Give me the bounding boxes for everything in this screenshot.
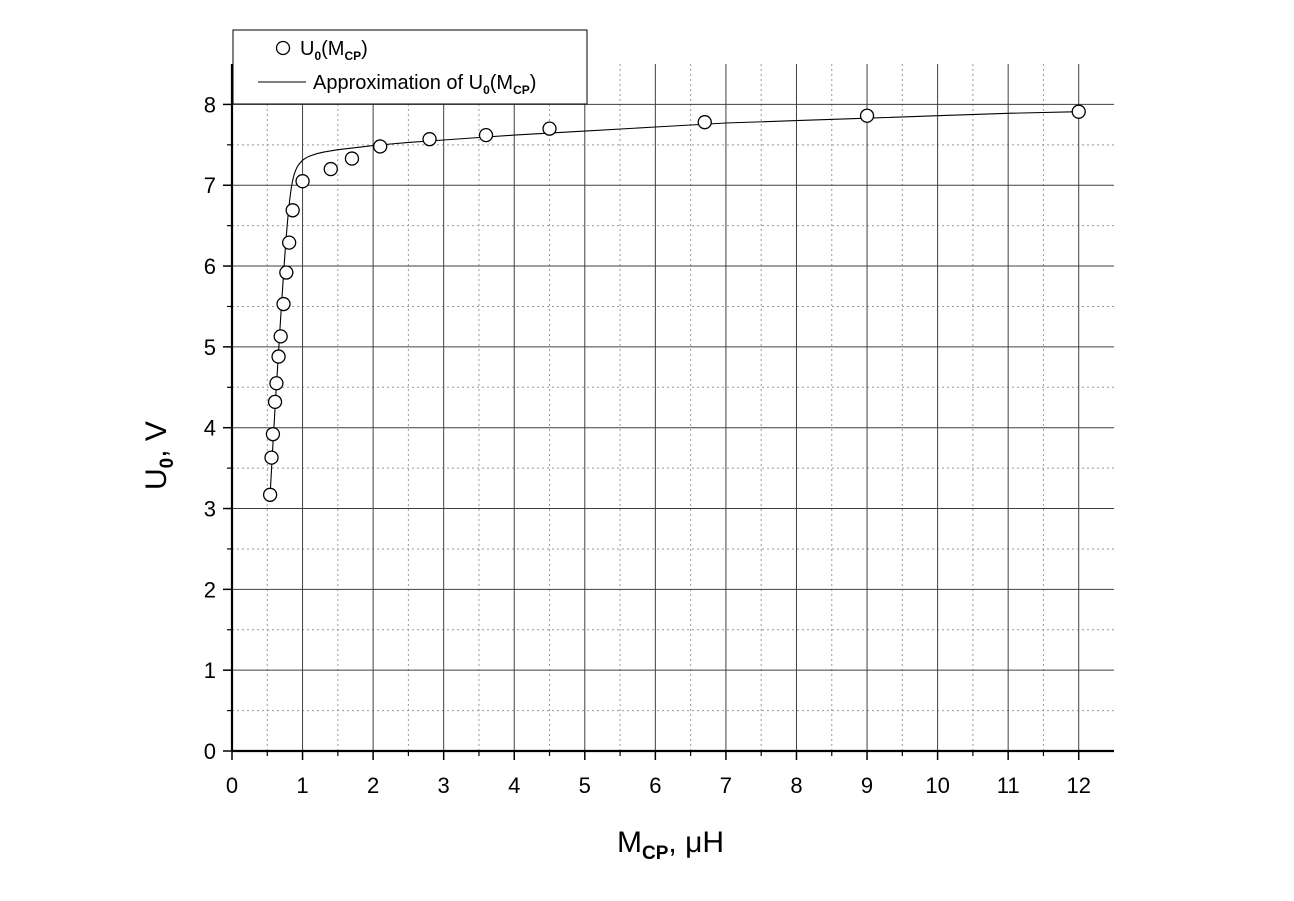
data-point [264, 450, 279, 465]
x-tick-label: 7 [720, 773, 732, 798]
y-tick-label: 5 [204, 335, 216, 360]
y-tick-label: 3 [204, 497, 216, 522]
y-tick-label: 7 [204, 173, 216, 198]
data-point [697, 115, 712, 130]
x-tick-label: 3 [438, 773, 450, 798]
data-point [859, 108, 875, 123]
axes [230, 64, 1114, 753]
legend-circle-marker [275, 40, 291, 56]
y-tick-label: 6 [204, 254, 216, 279]
x-tick-label: 10 [925, 773, 949, 798]
data-point [542, 121, 557, 136]
x-tick-label: 2 [367, 773, 379, 798]
data-point [269, 376, 284, 391]
y-tick-label: 0 [204, 739, 216, 764]
x-tick-label: 4 [508, 773, 520, 798]
data-point [282, 235, 297, 250]
data-point [285, 203, 300, 218]
x-tick-labels: 0 1 2 3 4 5 6 7 8 9 10 11 12 [226, 773, 1091, 798]
x-tick-label: 9 [861, 773, 873, 798]
data-point [267, 394, 283, 409]
data-point [1071, 104, 1086, 119]
x-tick-label: 6 [649, 773, 661, 798]
x-tick-label: 0 [226, 773, 238, 798]
data-point [265, 427, 281, 442]
major-grid [232, 64, 1114, 751]
data-point [344, 151, 360, 166]
y-tick-labels: 0 1 2 3 4 5 6 7 8 [204, 92, 216, 764]
x-axis-title: MCP, μH [617, 826, 724, 864]
ticks [223, 103, 1080, 760]
x-tick-label: 12 [1066, 773, 1090, 798]
legend: U0(MCP) Approximation of U0(MCP) [232, 29, 588, 105]
x-tick-label: 1 [296, 773, 308, 798]
data-point [478, 127, 494, 143]
minor-grid [232, 64, 1114, 751]
y-tick-label: 2 [204, 577, 216, 602]
y-axis-title: U0, V [140, 421, 178, 490]
y-tick-label: 8 [204, 92, 216, 117]
data-point [262, 487, 278, 502]
y-tick-label: 1 [204, 658, 216, 683]
x-tick-label: 8 [790, 773, 802, 798]
data-point [276, 296, 291, 312]
data-point [323, 161, 338, 177]
data-point [295, 174, 310, 189]
x-tick-label: 5 [579, 773, 591, 798]
data-point [422, 132, 437, 147]
data-points-layer [262, 104, 1086, 502]
x-tick-label: 11 [997, 773, 1020, 798]
data-point [279, 265, 294, 280]
y-tick-label: 4 [204, 416, 216, 441]
data-point [271, 349, 286, 364]
data-point [273, 329, 288, 344]
legend-entry-approximation: Approximation of U0(MCP) [313, 72, 536, 97]
legend-box [232, 29, 588, 105]
data-point [373, 139, 388, 154]
legend-entry-points: U0(MCP) [300, 38, 368, 63]
